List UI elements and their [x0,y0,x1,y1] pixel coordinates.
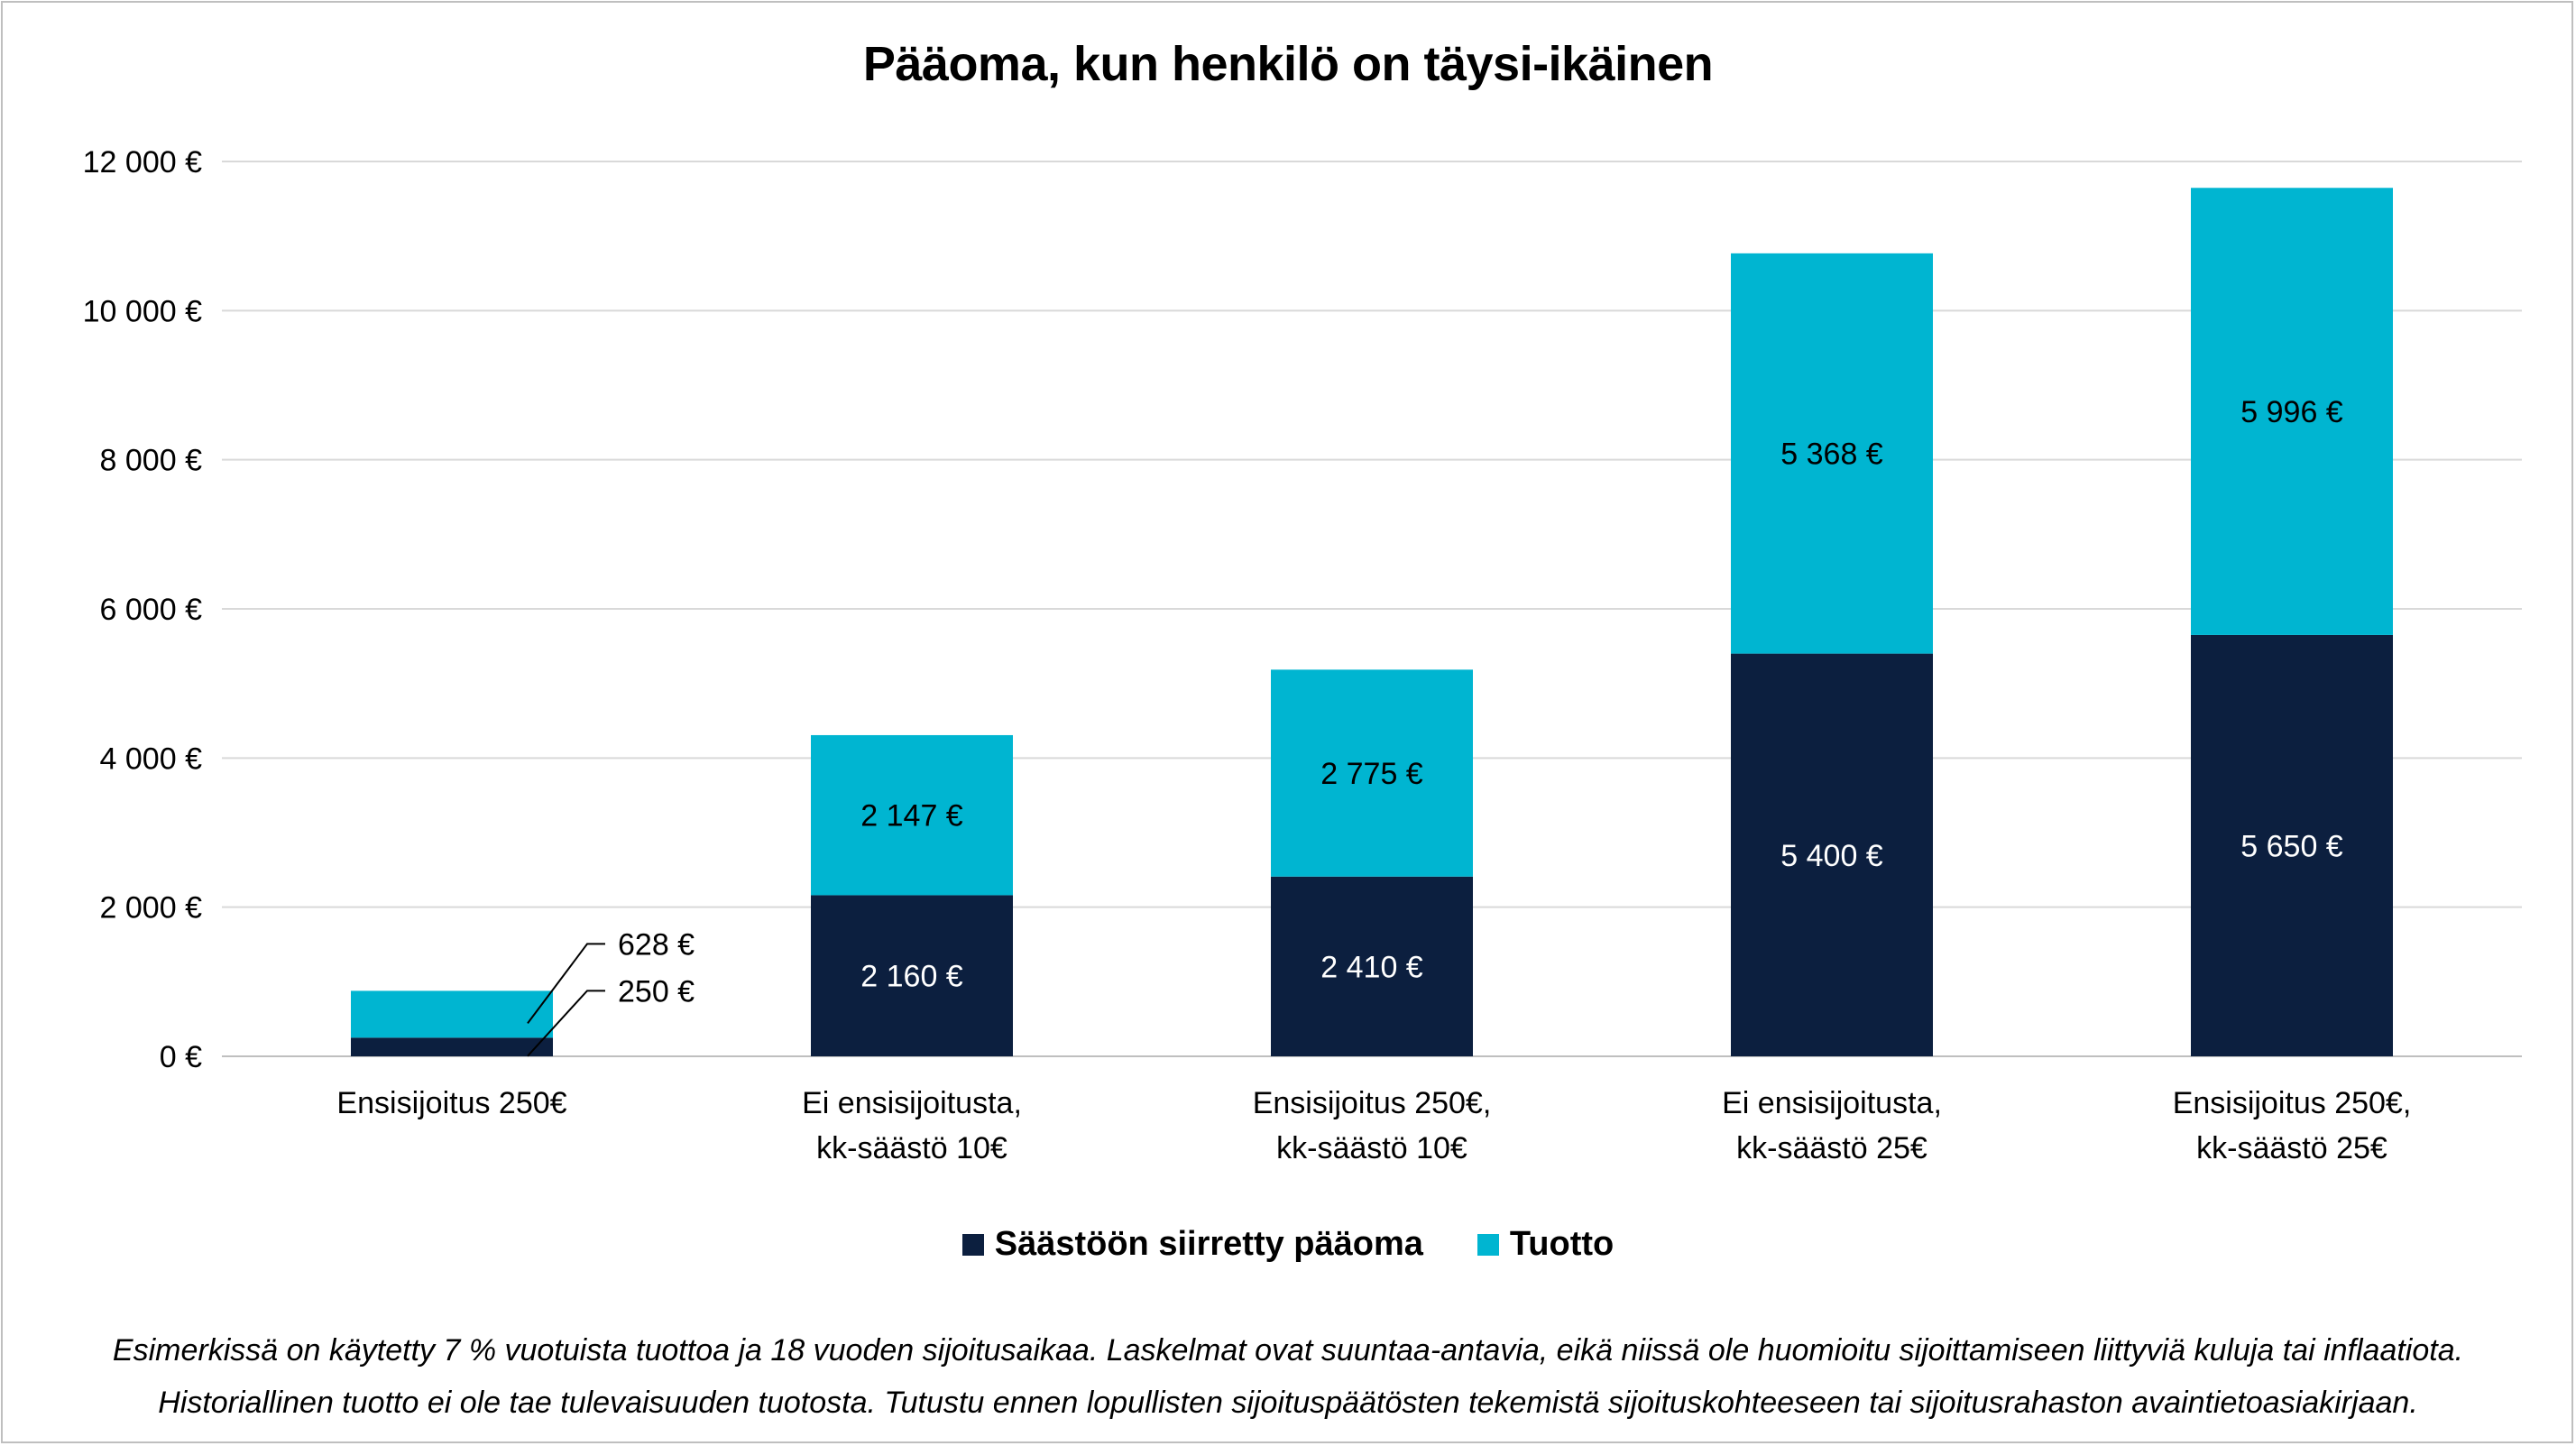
data-label: 5 996 € [2240,395,2343,429]
data-label-leader-line [527,990,605,1057]
data-label: 5 650 € [2240,829,2343,863]
y-tick-label: 2 000 € [100,891,203,926]
x-category-label: Ei ensisijoitusta, [802,1086,1022,1120]
data-label: 2 775 € [1320,757,1423,791]
bar-return [1271,669,1473,877]
footnote-line-2: Historiallinen tuotto ei ole tae tulevai… [158,1386,2418,1420]
y-tick-label: 8 000 € [100,444,203,478]
legend-item-return: Tuotto [1477,1225,1614,1264]
legend-item-principal: Säästöön siirretty pääoma [961,1225,1423,1264]
y-tick-label: 6 000 € [100,593,203,627]
bars [351,188,2393,1056]
legend-label-return: Tuotto [1509,1225,1615,1263]
legend-label-principal: Säästöön siirretty pääoma [994,1225,1423,1263]
data-label: 2 410 € [1320,950,1423,984]
y-tick-label: 10 000 € [83,294,202,328]
y-tick-label: 12 000 € [83,145,202,180]
bar-principal [351,1037,553,1056]
footnote: Esimerkissä on käytetty 7 % vuotuista tu… [0,1324,2576,1429]
x-category-label: kk-säästö 25€ [1736,1131,1927,1165]
chart-plot-area: 0 € 2 000 € 4 000 € 6 000 € 8 000 € 10 000 € 1… [83,145,2522,1165]
bar-return [1731,253,1933,654]
legend: Säästöön siirretty pääoma Tuotto [0,1225,2576,1264]
data-label: 628 € [618,927,695,962]
data-label: 250 € [618,974,695,1009]
x-axis-category-labels: Ensisijoitus 250€ Ei ensisijoitusta, kk-sä… [336,1086,2411,1165]
data-label-leader-line [527,943,605,1024]
x-category-label: Ei ensisijoitusta, [1722,1086,1942,1120]
footnote-line-1: Esimerkissä on käytetty 7 % vuotuista tu… [112,1333,2464,1368]
bar-principal [1271,876,1473,1056]
x-category-label: kk-säästö 10€ [816,1131,1007,1165]
data-label: 2 160 € [860,960,963,994]
bar-return [351,990,553,1038]
chart-title: Pääoma, kun henkilö on täysi-ikäinen [862,37,1714,91]
y-tick-label: 4 000 € [100,741,203,776]
bar-principal [1731,653,1933,1056]
x-category-label: Ensisijoitus 250€ [336,1086,566,1120]
bar-return [811,734,1013,896]
bar-principal [2191,634,2393,1056]
x-category-label: kk-säästö 10€ [1276,1131,1467,1165]
data-label: 5 368 € [1780,437,1883,472]
gridlines [222,161,2522,1057]
data-label: 2 147 € [860,799,963,834]
legend-swatch-return [1477,1233,1499,1256]
bar-principal [811,895,1013,1056]
data-labels: 250 € 628 € 2 160 € 2 147 € 2 410 € 2 775 € 5 … [527,395,2343,1057]
legend-swatch-principal [961,1233,984,1256]
data-label: 5 400 € [1780,839,1883,873]
x-category-label: Ensisijoitus 250€, [2173,1086,2412,1120]
x-category-label: kk-säästö 25€ [2196,1131,2387,1165]
bar-return [2191,188,2393,635]
y-axis-tick-labels: 0 € 2 000 € 4 000 € 6 000 € 8 000 € 10 000 € 1… [83,145,202,1074]
y-tick-label: 0 € [160,1040,202,1074]
x-category-label: Ensisijoitus 250€, [1253,1086,1492,1120]
